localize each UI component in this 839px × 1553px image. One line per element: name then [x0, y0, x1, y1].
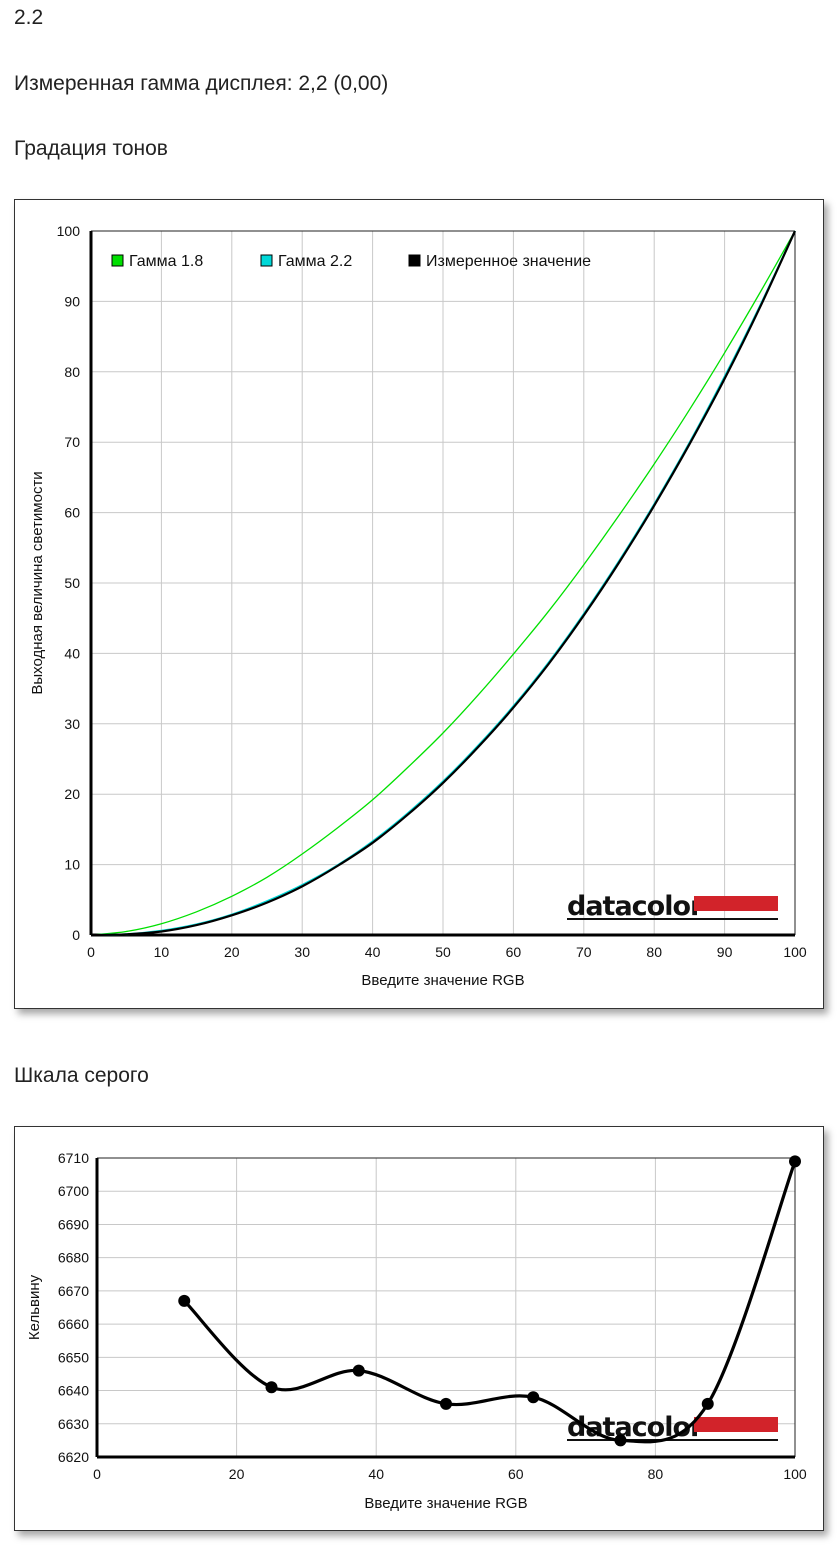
data-point	[265, 1381, 278, 1394]
y-tick-label: 6640	[58, 1383, 89, 1399]
data-point	[614, 1434, 627, 1447]
x-tick-label: 50	[435, 944, 451, 960]
grayscale-chart-panel: 0 20 40 60 80 100 6620 6630 6640 6650 6660 6670 6680…	[14, 1126, 824, 1531]
x-axis-label: Введите значение RGB	[364, 1495, 527, 1512]
x-tick-label: 10	[154, 944, 170, 960]
series-line	[183, 1160, 797, 1444]
x-tick-label: 70	[576, 944, 592, 960]
grayscale-title: Шкала серого	[14, 1064, 149, 1087]
y-tick-label: 6620	[58, 1449, 89, 1465]
legend-label: Измеренное значение	[426, 253, 591, 270]
legend-label: Гамма 1.8	[129, 253, 203, 270]
y-tick-label: 6650	[58, 1349, 89, 1365]
y-tick-label: 10	[64, 857, 80, 873]
datacolor-logo-underline	[567, 918, 778, 920]
x-tick-label: 60	[506, 944, 522, 960]
x-tick-label: 100	[783, 944, 807, 960]
legend-swatch	[408, 254, 421, 267]
y-tick-label: 6700	[58, 1183, 89, 1199]
datacolor-logo: datacolor	[567, 891, 778, 922]
y-tick-label: 0	[72, 927, 80, 943]
x-tick-label: 40	[368, 1466, 384, 1482]
data-point	[527, 1391, 540, 1404]
data-point	[178, 1294, 191, 1307]
y-tick-label: 6670	[58, 1283, 89, 1299]
y-tick-label: 100	[57, 223, 81, 239]
y-axis-label: Кельвину	[26, 1274, 43, 1340]
y-axis-label: Выходная величина светимости	[29, 471, 46, 694]
datacolor-logo-text: datacolor	[567, 891, 704, 922]
tone-gradation-title: Градация тонов	[14, 137, 168, 160]
y-tick-label: 40	[64, 645, 80, 661]
y-tick-label: 20	[64, 786, 80, 802]
y-tick-label: 6660	[58, 1316, 89, 1332]
x-tick-label: 20	[229, 1466, 245, 1482]
datacolor-logo-underline	[567, 1439, 778, 1441]
data-point	[789, 1155, 801, 1168]
x-tick-label: 60	[508, 1466, 524, 1482]
x-tick-label: 20	[224, 944, 240, 960]
legend-swatch	[260, 254, 273, 267]
gamma-value: 2.2	[14, 6, 44, 29]
x-tick-label: 0	[93, 1466, 101, 1482]
y-tick-label: 30	[64, 716, 80, 732]
x-axis-label: Введите значение RGB	[361, 972, 524, 989]
y-tick-label: 6710	[58, 1150, 89, 1166]
y-tick-label: 90	[64, 293, 80, 309]
x-tick-label: 0	[87, 944, 95, 960]
series-line	[90, 230, 796, 936]
y-tick-label: 6690	[58, 1216, 89, 1232]
x-tick-label: 80	[646, 944, 662, 960]
x-tick-label: 90	[717, 944, 733, 960]
series-line	[90, 230, 796, 937]
y-tick-label: 50	[64, 575, 80, 591]
grayscale-chart: 0 20 40 60 80 100 6620 6630 6640 6650 6660 6670 6680…	[26, 1150, 807, 1512]
data-point	[440, 1397, 452, 1410]
legend-swatch	[111, 254, 124, 267]
data-point	[352, 1364, 365, 1377]
x-tick-label: 30	[294, 944, 310, 960]
y-tick-label: 70	[64, 434, 80, 450]
x-tick-label: 80	[648, 1466, 664, 1482]
datacolor-logo-bar	[694, 896, 778, 911]
data-point	[701, 1397, 714, 1410]
measured-gamma-text: Измеренная гамма дисплея: 2,2 (0,00)	[14, 72, 389, 95]
tone-gradation-chart-panel: 0 10 20 30 40 50 60 70 80 90 100 0 10 20 30 40 50 60 70 80 9…	[14, 199, 824, 1009]
y-tick-label: 80	[64, 364, 80, 380]
tone-gradation-chart: 0 10 20 30 40 50 60 70 80 90 100 0 10 20 30 40 50 60 70 80 9…	[29, 223, 807, 989]
y-tick-label: 6680	[58, 1250, 89, 1266]
x-tick-label: 100	[783, 1466, 807, 1482]
x-tick-label: 40	[365, 944, 381, 960]
datacolor-logo-bar	[694, 1417, 778, 1432]
y-tick-label: 60	[64, 505, 80, 521]
y-tick-label: 6630	[58, 1416, 89, 1432]
legend-label: Гамма 2.2	[278, 253, 352, 270]
